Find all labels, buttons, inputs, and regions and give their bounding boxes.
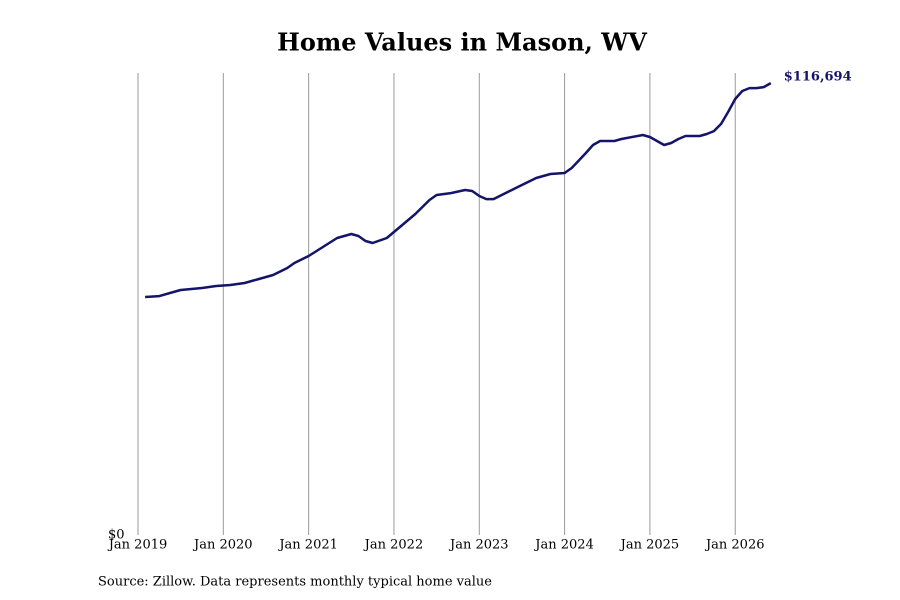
y-tick-label: $0	[108, 528, 125, 543]
x-tick-label: Jan 2022	[363, 538, 424, 553]
chart-title: Home Values in Mason, WV	[277, 28, 647, 57]
x-tick-label: Jan 2024	[533, 538, 594, 553]
x-tick-label: Jan 2020	[192, 538, 253, 553]
x-tick-label: Jan 2025	[619, 538, 680, 553]
end-value-label: $116,694	[784, 70, 852, 85]
x-tick-label: Jan 2026	[704, 538, 765, 553]
x-tick-label: Jan 2021	[277, 538, 338, 553]
source-note: Source: Zillow. Data represents monthly …	[98, 575, 492, 590]
x-tick-label: Jan 2023	[448, 538, 509, 553]
x-tick-label: Jan 2019	[107, 538, 168, 553]
line	[145, 82, 772, 299]
